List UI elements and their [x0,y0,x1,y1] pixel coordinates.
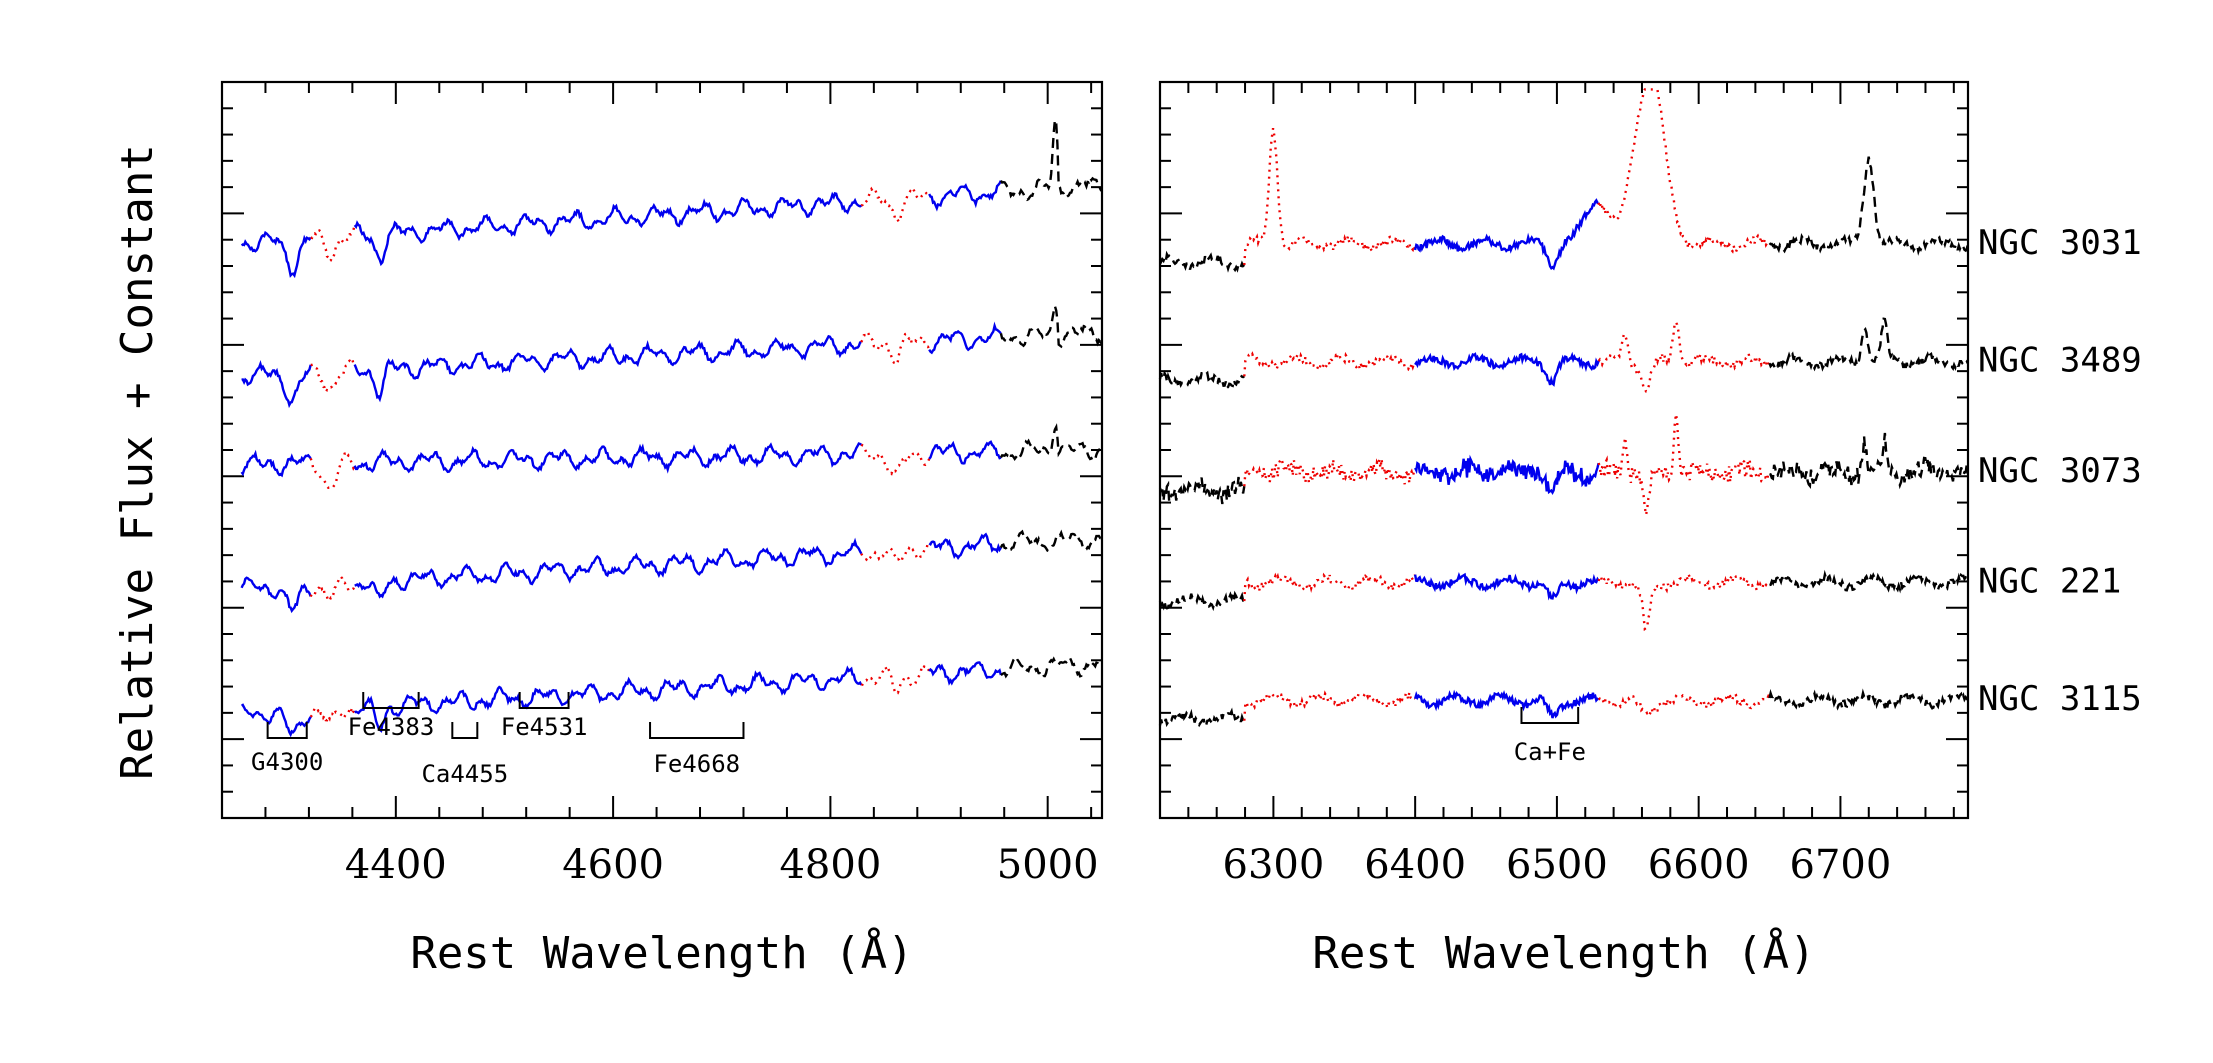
galaxy-label: NGC 3073 [1978,451,2142,491]
spectrum-segment-dotted-red [1597,689,1771,718]
right-x-axis-label: Rest Wavelength (Å) [1312,926,1815,979]
spectrum-segment-solid-blue [240,449,312,478]
left-panel-spectra [240,115,1103,738]
index-label: G4300 [251,748,323,776]
spectrum-segment-solid-blue [928,440,1002,465]
index-bracket [362,692,420,709]
spectrum-segment-dashed-black [1768,688,1969,712]
x-tick-label: 6400 [1364,842,1466,888]
index-label: Ca4455 [421,760,508,788]
spectrum-segment-solid-blue [1413,198,1599,271]
spectrum-segment-solid-blue [928,321,1002,355]
left-panel-indices: G4300 Fe4383 Ca4455 Fe4531 Fe4668 [251,692,745,788]
spectrum-segment-dashed-black [1768,317,1969,373]
spectrum-segment-solid-blue [1414,351,1600,387]
spectrum-segment-dotted-red [1597,413,1771,516]
spectrum-segment-dotted-red [860,443,931,476]
index-bracket [451,722,479,739]
right-panel-ticks: 6300 6400 6500 6600 6700 [1159,82,1968,888]
spectrum-segment-dashed-black [1158,589,1245,612]
spectrum-segment-solid-blue [354,537,863,599]
spectrum-segment-solid-blue [353,442,862,474]
spectrum-segment-dashed-black [999,423,1103,462]
spectrum-segment-dashed-black [1158,476,1246,505]
spectrum-segment-solid-blue [353,191,862,267]
spectrum-segment-solid-blue [1413,572,1600,601]
galaxy-label: NGC 3031 [1978,223,2142,263]
spectrum-segment-dashed-black [1768,156,1970,256]
spectrum-segment-dotted-red [1243,128,1417,266]
left-x-axis-label: Rest Wavelength (Å) [410,926,913,979]
index-label: Fe4531 [501,713,588,741]
left-panel: 4400 4600 4800 5000 G4300 Fe4383 Ca4455 Fe4531… [220,80,1104,979]
index-bracket [266,722,308,739]
x-tick-label: 4600 [562,842,664,888]
x-tick-label: 4400 [345,842,447,888]
spectrum-segment-solid-blue [240,230,312,279]
spectrum-segment-dashed-black [999,301,1103,349]
spectrum-segment-dotted-red [860,663,931,695]
x-tick-label: 4800 [779,842,881,888]
spectrum-segment-dashed-black [1158,250,1246,273]
galaxy-label: NGC 3489 [1978,341,2142,381]
galaxy-label: NGC 221 [1978,561,2121,601]
spectrum-segment-solid-blue [928,180,1002,212]
spectrum-segment-dashed-black [999,115,1103,202]
right-panel-spectra [1158,88,1970,730]
index-bracket [649,722,745,739]
left-panel-ticks: 4400 4600 4800 5000 [221,82,1102,888]
spectrum-segment-dashed-black [1769,432,1969,490]
x-tick-label: 6500 [1506,842,1608,888]
spectrum-segment-dashed-black [1158,707,1245,730]
spectrum-segment-dotted-red [1243,570,1417,602]
spectrum-segment-dotted-red [309,703,356,722]
galaxy-label: NGC 3115 [1978,679,2142,719]
spectrum-segment-dotted-red [1597,571,1770,632]
x-tick-label: 6600 [1648,842,1750,888]
spectrum-segment-solid-blue [240,703,312,738]
spectrum-segment-dotted-red [1243,455,1417,487]
spectrum-segment-solid-blue [353,334,862,403]
spectrum-segment-solid-blue [241,360,312,409]
x-tick-label: 6700 [1790,842,1892,888]
spectrum-segment-solid-blue [928,661,1003,686]
spectrum-segment-solid-blue [1413,689,1600,719]
galaxy-labels: NGC 3031 NGC 3489 NGC 3073 NGC 221 NGC 3115 [1978,223,2142,719]
spectrum-segment-dotted-red [1597,321,1771,393]
index-bracket [1520,707,1580,724]
spectrum-segment-dotted-red [309,451,356,490]
spectrum-segment-dotted-red [309,575,356,603]
spectrum-segment-dashed-black [1769,569,1969,594]
spectrum-segment-dotted-red [1243,349,1416,377]
index-label: Ca+Fe [1514,738,1586,766]
spectrum-segment-dashed-black [1158,369,1245,391]
x-tick-label: 6300 [1223,842,1325,888]
index-bracket [518,692,570,709]
spectrum-segment-dotted-red [860,329,931,367]
index-label: Fe4668 [653,750,740,778]
y-axis-label: Relative Flux + Constant [112,144,163,780]
index-label: Fe4383 [348,713,435,741]
spectrum-segment-solid-blue [928,532,1002,560]
spectrum-segment-dotted-red [1243,688,1416,721]
spectrum-segment-solid-blue [354,665,863,733]
spectrum-segment-solid-blue [240,576,312,614]
spectrum-segment-dotted-red [310,224,356,264]
spectrum-segment-dashed-black [1000,654,1103,679]
x-tick-label: 5000 [997,842,1099,888]
right-panel-indices: Ca+Fe [1514,707,1586,766]
spectrum-segment-dotted-red [310,356,356,395]
spectrum-segment-dotted-red [1597,88,1771,254]
spectrum-segment-dotted-red [860,186,930,225]
spectrum-segment-solid-blue [1414,454,1600,495]
spectrum-segment-dashed-black [999,529,1102,554]
spectrum-segment-dotted-red [860,540,930,564]
